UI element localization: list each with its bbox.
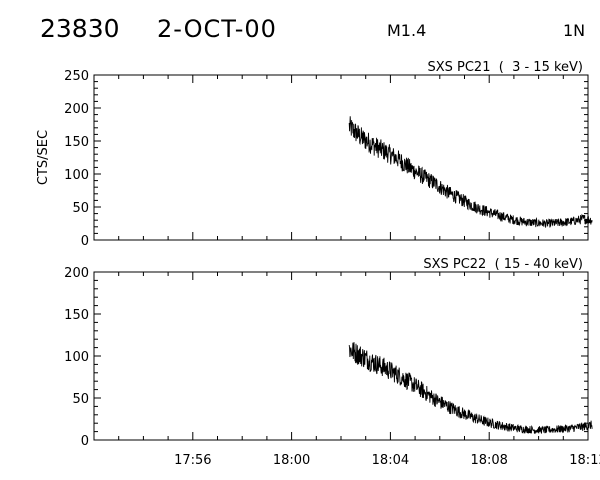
series-line	[348, 116, 593, 228]
y-tick-label: 250	[64, 69, 89, 84]
event-id: 23830	[40, 14, 120, 43]
y-tick-label: 50	[72, 201, 89, 216]
x-tick-label: 18:04	[372, 453, 409, 468]
y-tick-label: 50	[72, 392, 89, 407]
event-date: 2-OCT-00	[157, 15, 277, 43]
y-tick-label: 200	[64, 266, 89, 281]
y-tick-label: 100	[64, 168, 89, 183]
panel-title: SXS PC21 ( 3 - 15 keV)	[427, 60, 583, 75]
x-tick-label: 18:00	[273, 453, 310, 468]
y-tick-label: 200	[64, 102, 89, 117]
plot-frame	[93, 271, 589, 441]
y-axis-label: CTS/SEC	[36, 130, 51, 185]
x-tick-label: 18:12	[569, 453, 600, 468]
x-tick-label: 17:56	[174, 453, 211, 468]
flare-class: M1.4	[387, 21, 427, 40]
y-tick-label: 150	[64, 308, 89, 323]
y-tick-label: 150	[64, 135, 89, 150]
series-line	[348, 342, 593, 435]
y-tick-label: 0	[81, 234, 89, 249]
x-tick-label: 18:08	[470, 453, 507, 468]
plot-frame	[93, 74, 589, 241]
y-tick-label: 0	[81, 434, 89, 449]
flare-position: 1N	[563, 21, 586, 40]
y-tick-label: 100	[64, 350, 89, 365]
panel-title: SXS PC22 ( 15 - 40 keV)	[423, 257, 583, 272]
